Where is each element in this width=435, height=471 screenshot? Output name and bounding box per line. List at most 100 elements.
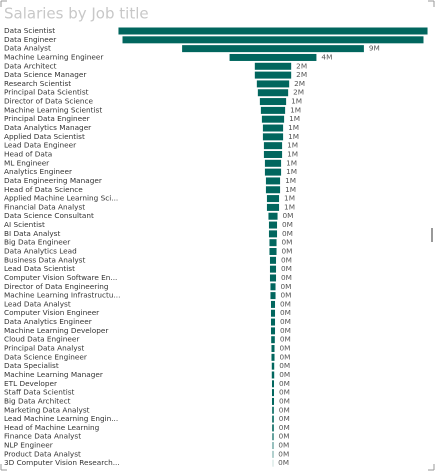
bar	[262, 133, 284, 141]
category-label: Lead Machine Learning Engin...	[4, 414, 118, 423]
category-label: Machine Learning Manager	[4, 370, 103, 379]
category-label: Director of Data Science	[4, 97, 94, 106]
bar	[269, 239, 277, 247]
category-label: Data Science Consultant	[4, 211, 94, 220]
bar	[270, 318, 276, 326]
bar	[263, 142, 283, 150]
data-label: 1M	[288, 123, 299, 132]
bar	[259, 98, 287, 106]
data-label: 0M	[282, 220, 293, 229]
data-label: 0M	[280, 344, 291, 353]
data-label: 0M	[281, 282, 292, 291]
category-label: BI Data Analyst	[4, 229, 60, 238]
bar	[270, 292, 276, 300]
data-label: 2M	[296, 61, 307, 70]
data-label: 2M	[294, 79, 305, 88]
bar	[271, 336, 275, 344]
data-label: 1M	[287, 149, 298, 158]
bar	[268, 212, 278, 220]
category-label: Lead Data Scientist	[4, 264, 75, 273]
chart-title: Salaries by Job title	[4, 5, 149, 23]
category-label: Lead Data Analyst	[4, 299, 71, 308]
category-label: Lead Data Engineer	[4, 141, 76, 150]
bar	[254, 62, 292, 70]
scrollbar[interactable]	[431, 228, 433, 242]
category-label: Data Architect	[4, 61, 57, 70]
category-label: Data Science Manager	[4, 70, 86, 79]
bar	[269, 248, 277, 255]
bar	[268, 221, 278, 229]
category-label: Data Scientist	[4, 26, 55, 35]
data-label: 0M	[281, 291, 292, 300]
data-label: 1M	[287, 141, 298, 150]
data-label: 0M	[279, 388, 290, 397]
bar	[264, 159, 282, 167]
data-label: 0M	[279, 414, 290, 423]
data-label: 0M	[281, 264, 292, 273]
data-label: 0M	[281, 255, 292, 264]
data-label: 9M	[369, 44, 380, 53]
data-label: 0M	[279, 370, 290, 379]
category-label: Staff Data Scientist	[4, 388, 75, 397]
data-label: 0M	[279, 361, 290, 370]
category-label: Machine Learning Infrastructu...	[4, 291, 120, 300]
category-label: Data Analyst	[4, 44, 51, 53]
data-label: 0M	[279, 423, 290, 432]
bar	[271, 389, 275, 397]
data-label: 1M	[291, 97, 302, 106]
category-label: NLP Engineer	[4, 441, 53, 450]
data-label: 0M	[280, 299, 291, 308]
data-label: 1M	[285, 176, 296, 185]
category-label: Director of Data Engineering	[4, 282, 109, 291]
bar	[270, 309, 276, 317]
bar	[270, 283, 276, 291]
data-label: 0M	[278, 441, 289, 450]
category-label: Big Data Engineer	[4, 238, 70, 247]
bar	[118, 27, 428, 35]
category-label: Data Analytics Lead	[4, 247, 77, 256]
bar	[271, 345, 275, 353]
category-label: Principal Data Engineer	[4, 114, 90, 123]
data-label: 1M	[289, 114, 300, 123]
bar	[254, 71, 292, 79]
category-label: Computer Vision Software En...	[4, 273, 117, 282]
category-label: Head of Data	[4, 149, 52, 158]
bar	[270, 327, 276, 335]
data-label: 0M	[280, 352, 291, 361]
bar	[262, 124, 284, 132]
bar	[265, 186, 281, 194]
bar	[265, 177, 281, 185]
data-label: 4M	[321, 52, 332, 61]
category-label: Head of Machine Learning	[4, 423, 99, 432]
category-label: Product Data Analyst	[4, 449, 81, 458]
data-label: 0M	[279, 405, 290, 414]
data-label: 1M	[286, 167, 297, 176]
data-label: 1M	[288, 132, 299, 141]
data-label: 0M	[282, 238, 293, 247]
category-label: Financial Data Analyst	[4, 202, 85, 211]
data-label: 2M	[296, 70, 307, 79]
data-label: 0M	[278, 449, 289, 458]
bar	[271, 371, 275, 379]
data-label: 0M	[280, 308, 291, 317]
data-label: 1M	[286, 158, 297, 167]
bar	[257, 89, 289, 97]
data-label: 1M	[290, 105, 301, 114]
bar	[271, 362, 275, 370]
data-label: 0M	[282, 247, 293, 256]
bar	[270, 300, 276, 308]
bar	[263, 150, 283, 158]
category-label: Machine Learning Developer	[4, 326, 108, 335]
data-label: 0M	[280, 326, 291, 335]
bar	[271, 397, 275, 405]
category-label: Big Data Architect	[4, 396, 71, 405]
bar	[269, 265, 277, 273]
category-label: 3D Computer Vision Research...	[4, 458, 120, 467]
category-label: ML Engineer	[4, 158, 49, 167]
bar	[271, 353, 275, 361]
data-label: 0M	[279, 379, 290, 388]
bar	[229, 53, 317, 61]
bar	[269, 274, 277, 282]
